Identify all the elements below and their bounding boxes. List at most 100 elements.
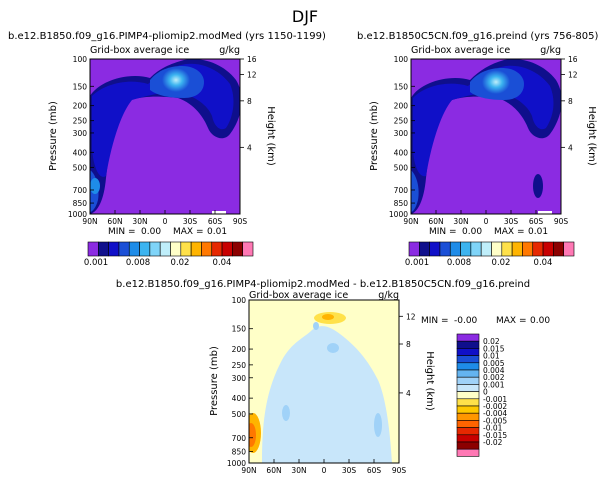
y-tick-label: 500: [232, 410, 247, 419]
y-tick-label: 500: [73, 163, 88, 172]
colorbar-swatch: [456, 333, 480, 342]
colorbar-level-label: -0.002: [483, 402, 507, 411]
x-tick-label: 0: [484, 217, 489, 226]
right-x-axis: 90N 60N 30N 0 30S 60S 90S: [403, 210, 568, 226]
y-tick-label: 300: [73, 129, 88, 138]
right-ylabel-right: Height (km): [586, 106, 597, 166]
diff-units: g/kg: [378, 290, 399, 301]
diff-x-axis: 90N 60N 30N 0 30S 60S 90S: [241, 459, 406, 475]
colorbar-level-label: -0.02: [483, 438, 503, 447]
left-min-value: 0.00: [141, 227, 161, 237]
colorbar-swatch: [456, 398, 480, 407]
colorbar-swatch: [149, 241, 161, 257]
height-tick-label: 8: [568, 97, 573, 106]
x-tick-label: 90N: [82, 217, 97, 226]
colorbar-level-label: 0: [483, 388, 488, 397]
colorbar-swatch: [456, 441, 480, 450]
y-tick-label: 100: [394, 55, 409, 64]
right-min-label: MIN =: [429, 227, 457, 237]
colorbar-swatch: [456, 412, 480, 421]
y-tick-label: 250: [73, 117, 88, 126]
y-tick-label: 500: [394, 163, 409, 172]
height-tick-label: 8: [247, 97, 252, 106]
x-tick-label: 30N: [453, 217, 468, 226]
colorbar-swatch: [170, 241, 182, 257]
height-tick-label: 4: [568, 143, 573, 152]
left-cb-label-2: 0.008: [126, 258, 150, 268]
y-tick-label: 850: [73, 199, 88, 208]
right-lower-spot: [533, 174, 543, 198]
height-tick-label: 4: [406, 389, 411, 398]
left-subtitle: Grid-box average ice: [90, 45, 189, 56]
right-min-value: 0.00: [462, 227, 482, 237]
colorbar-swatch: [159, 241, 171, 257]
y-tick-label: 400: [232, 394, 247, 403]
colorbar-swatch: [456, 420, 480, 428]
x-tick-label: 30S: [342, 466, 357, 475]
y-tick-label: 100: [73, 55, 88, 64]
right-cb-label-1: 0.001: [405, 258, 429, 268]
height-tick-label: 4: [247, 143, 252, 152]
x-tick-label: 60N: [107, 217, 122, 226]
y-tick-label: 200: [232, 345, 247, 354]
y-tick-label: 300: [232, 374, 247, 383]
colorbar-swatch: [456, 405, 480, 414]
y-tick-label: 400: [73, 148, 88, 157]
diff-positive-core: [322, 314, 334, 320]
colorbar-level-label: 0.001: [483, 380, 505, 389]
left-cb-label-1: 0.001: [84, 258, 108, 268]
left-cb-label-3: 0.02: [171, 258, 190, 268]
colorbar-swatch: [118, 241, 130, 257]
left-lower-spot: [90, 178, 100, 194]
colorbar-level-label: -0.015: [483, 431, 507, 440]
colorbar-swatch: [456, 448, 480, 457]
colorbar-swatch: [532, 241, 544, 257]
height-tick-label: 16: [247, 55, 257, 64]
x-tick-label: 90N: [403, 217, 418, 226]
diff-ylabel: Pressure (mb): [209, 346, 220, 416]
colorbar-level-label: 0.002: [483, 373, 505, 382]
diff-subtitle: Grid-box average ice: [249, 290, 348, 301]
height-tick-label: 8: [406, 340, 411, 349]
y-tick-label: 250: [394, 117, 409, 126]
left-ice-peak: [162, 68, 190, 92]
panel-left: b.e12.B1850.f09_g16.PIMP4-pliomip2.modMe…: [8, 31, 326, 268]
y-tick-label: 150: [73, 82, 88, 91]
right-plot-area: [411, 59, 561, 214]
height-tick-label: 12: [568, 71, 578, 80]
right-max-value: 0.01: [528, 227, 548, 237]
panel-diff: b.e12.B1850.f09_g16.PIMP4-pliomip2.modMe…: [116, 279, 550, 475]
y-tick-label: 150: [394, 82, 409, 91]
colorbar-swatch: [553, 241, 564, 257]
right-title: b.e12.B1850C5CN.f09_g16.preind (yrs 756-…: [357, 31, 599, 42]
colorbar-swatch: [128, 241, 140, 257]
height-tick-label: 12: [406, 312, 416, 321]
right-subtitle: Grid-box average ice: [411, 45, 510, 56]
colorbar-swatch: [419, 241, 430, 257]
x-tick-label: 60N: [266, 466, 281, 475]
colorbar-swatch: [439, 241, 451, 257]
colorbar-level-label: -0.001: [483, 395, 507, 404]
colorbar-level-label: 0.01: [483, 352, 500, 361]
y-tick-label: 850: [232, 447, 247, 456]
colorbar-swatch: [522, 241, 534, 257]
colorbar-swatch: [429, 241, 441, 257]
left-cb-label-4: 0.04: [213, 258, 232, 268]
right-cb-label-2: 0.008: [447, 258, 471, 268]
diff-negative-blob-3: [374, 413, 382, 437]
height-tick-label: 16: [568, 55, 578, 64]
colorbar-swatch: [211, 241, 223, 257]
left-x-axis: 90N 60N 30N 0 30S 60S 90S: [82, 210, 247, 226]
colorbar-swatch: [242, 241, 254, 257]
diff-negative-blob-2: [282, 405, 290, 421]
left-ylabel-right: Height (km): [265, 106, 276, 166]
y-tick-label: 200: [394, 102, 409, 111]
y-tick-label: 400: [394, 148, 409, 157]
right-cb-label-3: 0.02: [492, 258, 511, 268]
y-tick-label: 100: [232, 296, 247, 305]
left-max-label: MAX =: [173, 227, 204, 237]
x-tick-label: 30S: [504, 217, 519, 226]
y-tick-label: 1000: [68, 210, 87, 219]
right-y-axis: 100 150 200 250 300 400 500 700 850 1000: [389, 55, 415, 219]
